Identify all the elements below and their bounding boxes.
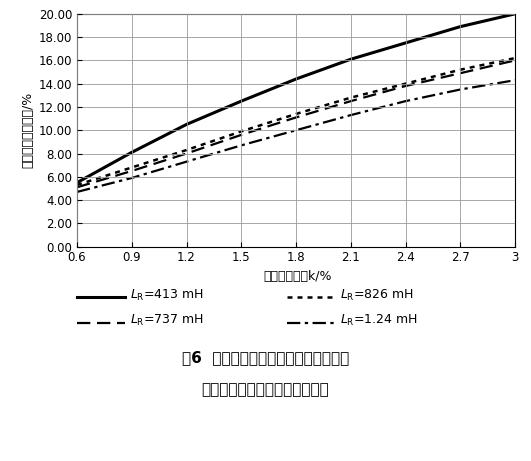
Text: $L_\mathrm{R}$=1.24 mH: $L_\mathrm{R}$=1.24 mH (340, 313, 417, 328)
Y-axis label: 总体天线容许频偏/%: 总体天线容许频偏/% (21, 92, 35, 168)
Text: 磁场耦合因子k/%: 磁场耦合因子k/% (263, 270, 332, 283)
Text: $L_\mathrm{R}$=413 mH: $L_\mathrm{R}$=413 mH (130, 288, 204, 302)
Text: $L_\mathrm{R}$=826 mH: $L_\mathrm{R}$=826 mH (340, 288, 414, 302)
Text: 图6  不同阅读器电感情况下，总体天线: 图6 不同阅读器电感情况下，总体天线 (182, 350, 349, 365)
Text: 容许频偏随磁场耦合因子的变化: 容许频偏随磁场耦合因子的变化 (202, 382, 329, 397)
Text: $L_\mathrm{R}$=737 mH: $L_\mathrm{R}$=737 mH (130, 313, 204, 328)
